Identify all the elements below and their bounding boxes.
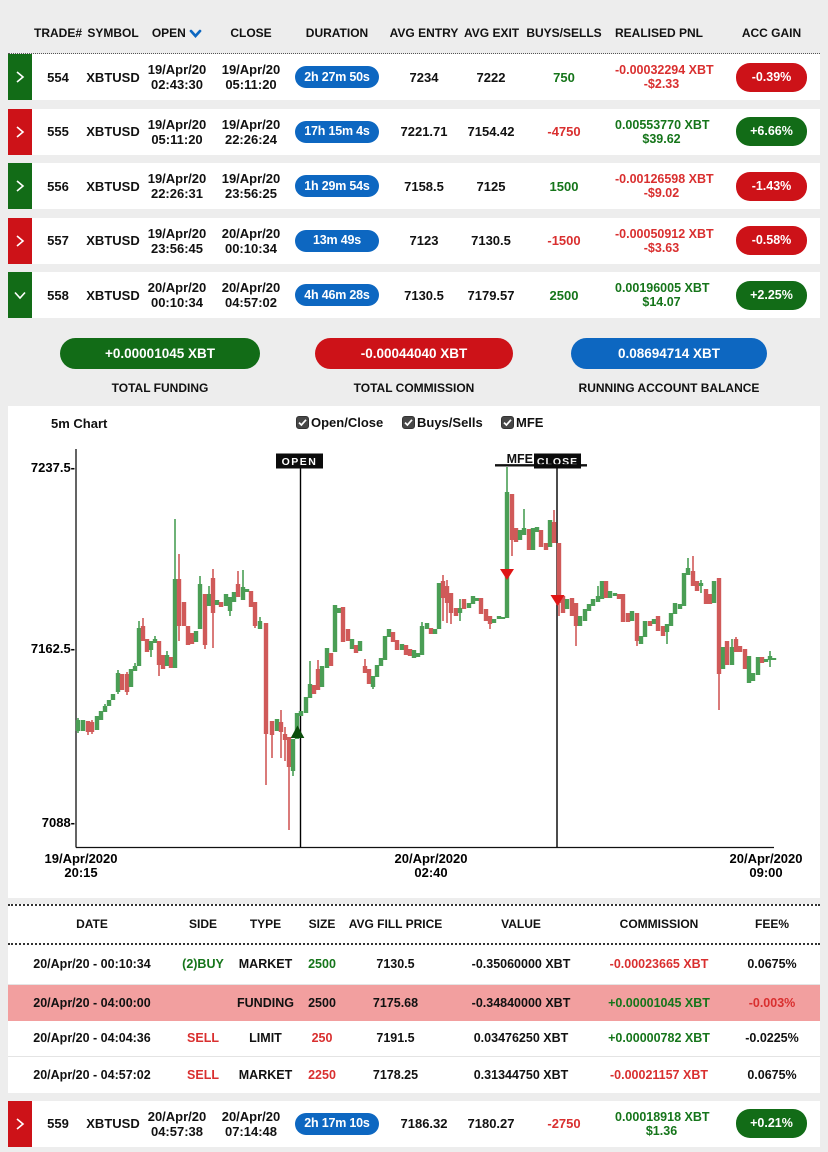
svg-text:MFE: MFE: [507, 451, 533, 465]
svg-text:20/Apr/2020: 20/Apr/2020: [395, 851, 468, 866]
svg-text:20:15: 20:15: [64, 865, 97, 880]
svg-text:19/Apr/2020: 19/Apr/2020: [45, 851, 118, 866]
svg-text:OPEN: OPEN: [282, 455, 318, 467]
svg-text:09:00: 09:00: [749, 865, 782, 880]
svg-text:20/Apr/2020: 20/Apr/2020: [730, 851, 803, 866]
svg-text:02:40: 02:40: [414, 865, 447, 880]
svg-text:7088-: 7088-: [42, 815, 75, 830]
svg-text:7162.5-: 7162.5-: [31, 641, 75, 656]
svg-text:7237.5-: 7237.5-: [31, 460, 75, 475]
